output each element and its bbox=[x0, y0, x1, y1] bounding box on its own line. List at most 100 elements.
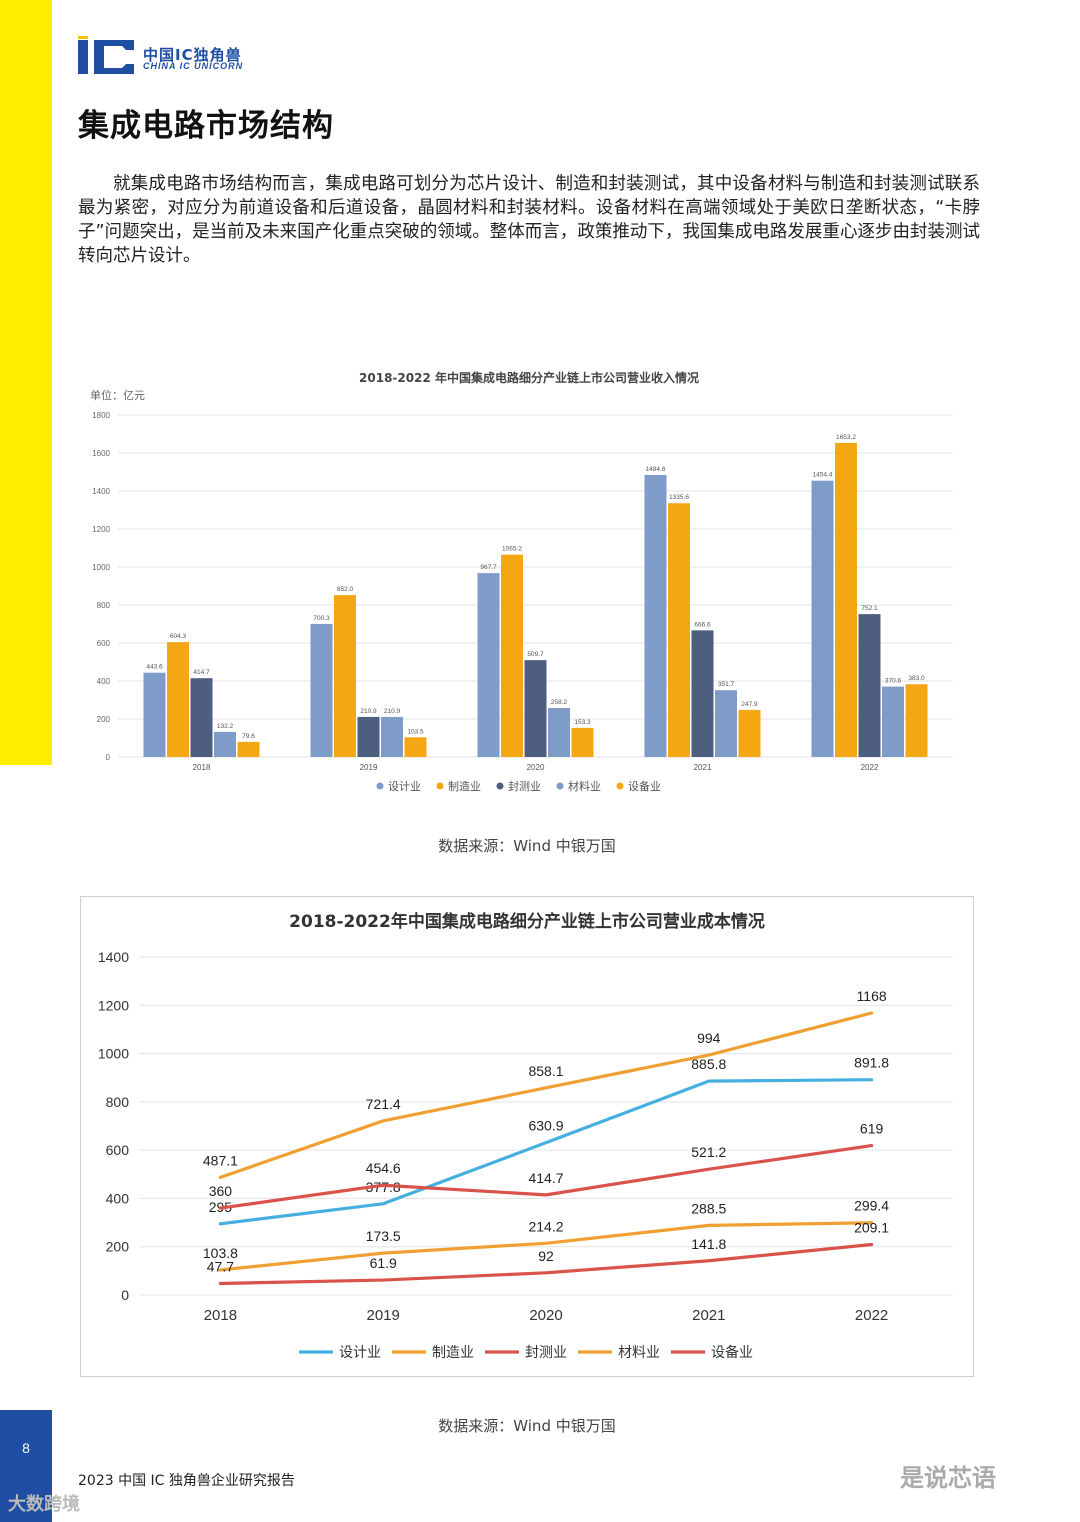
chart1-data-label: 210.9 bbox=[360, 708, 377, 715]
chart1-bar bbox=[858, 614, 881, 757]
chart1-y-tick: 1400 bbox=[92, 487, 110, 496]
chart1-data-label: 1454.4 bbox=[813, 472, 833, 479]
chart2-legend-label: 制造业 bbox=[432, 1345, 474, 1361]
chart2-y-tick: 0 bbox=[121, 1287, 129, 1303]
chart2-data-label: 92 bbox=[538, 1248, 554, 1264]
chart2-data-label: 214.2 bbox=[528, 1218, 563, 1234]
chart2-series-line bbox=[218, 1011, 874, 1180]
chart2-data-label: 521.2 bbox=[691, 1144, 726, 1160]
chart1-data-label: 132.2 bbox=[217, 723, 234, 730]
chart1-legend-label: 封测业 bbox=[508, 779, 541, 793]
chart2-data-label: 487.1 bbox=[203, 1152, 238, 1168]
chart1-bar bbox=[715, 690, 737, 757]
chart1-bar bbox=[477, 573, 500, 757]
page-title: 集成电路市场结构 bbox=[78, 108, 334, 144]
cost-line-chart-frame: 2018-2022年中国集成电路细分产业链上市公司营业成本情况 0 200 400 60… bbox=[80, 896, 974, 1377]
chart1-data-label: 383.0 bbox=[908, 675, 925, 682]
chart1-data-label: 79.6 bbox=[242, 733, 255, 740]
chart1-x-tick: 2022 bbox=[861, 763, 879, 772]
chart1-title: 2018-2022 年中国集成电路细分产业链上市公司营业收入情况 bbox=[359, 370, 699, 385]
chart2-x-tick: 2021 bbox=[692, 1307, 725, 1324]
chart1-data-label: 509.7 bbox=[527, 651, 544, 658]
chart2-data-label: 360 bbox=[209, 1183, 233, 1199]
chart1-data-label: 414.7 bbox=[193, 669, 210, 676]
chart2-x-tick: 2020 bbox=[529, 1307, 562, 1324]
chart2-data-label: 61.9 bbox=[370, 1255, 397, 1271]
chart1-legend-label: 设备业 bbox=[628, 779, 661, 793]
chart2-legend-label: 设备业 bbox=[711, 1344, 753, 1361]
chart2-data-label: 209.1 bbox=[854, 1220, 889, 1236]
chart1-bar bbox=[668, 503, 690, 757]
chart1-bar bbox=[334, 595, 356, 757]
chart1-bar bbox=[143, 672, 166, 757]
chart2-data-label: 299.4 bbox=[854, 1198, 889, 1214]
chart1-bar bbox=[691, 630, 714, 757]
chart1-data-label: 666.6 bbox=[694, 621, 711, 628]
chart1-bar bbox=[357, 716, 380, 757]
chart2-data-label: 1168 bbox=[857, 988, 887, 1004]
chart1-bar bbox=[190, 678, 213, 757]
chart1-legend-label: 材料业 bbox=[568, 779, 601, 793]
chart1-bar bbox=[381, 716, 403, 757]
chart1-y-tick: 1600 bbox=[92, 449, 110, 458]
chart1-y-tick: 600 bbox=[97, 639, 111, 648]
chart1-bar bbox=[548, 707, 570, 757]
chart1-bar bbox=[167, 642, 189, 757]
chart1-x-tick: 2020 bbox=[527, 763, 545, 772]
chart1-legend-label: 设计业 bbox=[388, 780, 421, 793]
chart1-data-label: 351.7 bbox=[718, 681, 735, 688]
chart1-bar bbox=[524, 660, 547, 757]
chart1-y-tick: 1800 bbox=[92, 411, 110, 420]
watermark-right: 是说芯语 bbox=[900, 1464, 996, 1492]
chart2-y-tick: 1400 bbox=[98, 949, 129, 965]
chart1-bar bbox=[905, 684, 928, 757]
chart1-legend-marker bbox=[556, 782, 564, 790]
chart2-legend-label: 设计业 bbox=[339, 1345, 381, 1361]
ic-logo-icon bbox=[78, 36, 134, 74]
chart2-y-tick: 800 bbox=[106, 1094, 130, 1110]
chart1-legend-marker bbox=[616, 782, 624, 790]
chart1-data-label: 103.5 bbox=[407, 728, 424, 735]
chart2-data-label: 994 bbox=[697, 1030, 721, 1046]
chart1-legend-marker bbox=[376, 782, 384, 790]
chart1-unit-label: 单位：亿元 bbox=[90, 388, 145, 402]
chart1-bar bbox=[310, 623, 333, 757]
chart1-source: 数据来源：Wind 中银万国 bbox=[438, 837, 616, 855]
chart2-y-tick: 400 bbox=[106, 1190, 130, 1206]
chart1-bar bbox=[738, 709, 761, 757]
chart2-data-label: 619 bbox=[860, 1121, 884, 1137]
chart2-data-label: 288.5 bbox=[691, 1200, 726, 1216]
chart1-bar bbox=[501, 554, 523, 757]
chart1-x-tick: 2021 bbox=[694, 763, 712, 772]
chart2-x-tick: 2019 bbox=[367, 1307, 400, 1324]
chart2-x-tick: 2022 bbox=[855, 1307, 888, 1324]
chart2-data-label: 173.5 bbox=[366, 1228, 401, 1244]
body-paragraph: 就集成电路市场结构而言，集成电路可划分为芯片设计、制造和封装测试，其中设备材料与… bbox=[78, 174, 980, 266]
chart2-data-label: 454.6 bbox=[366, 1160, 401, 1176]
chart2-title: 2018-2022年中国集成电路细分产业链上市公司营业成本情况 bbox=[289, 911, 765, 932]
chart2-y-tick: 1000 bbox=[98, 1046, 129, 1062]
chart1-legend-marker bbox=[436, 782, 444, 790]
page-number: 8 bbox=[22, 1440, 30, 1456]
chart2-data-label: 47.7 bbox=[207, 1258, 234, 1274]
chart1-y-tick: 200 bbox=[97, 715, 111, 724]
chart2-y-tick: 200 bbox=[106, 1239, 130, 1255]
chart1-data-label: 247.9 bbox=[741, 701, 758, 708]
chart1-bar bbox=[835, 442, 857, 757]
chart1-data-label: 153.3 bbox=[574, 719, 591, 726]
report-name: 2023 中国 IC 独角兽企业研究报告 bbox=[78, 1473, 295, 1489]
chart2-data-label: 721.4 bbox=[366, 1096, 401, 1112]
chart1-data-label: 1065.2 bbox=[502, 546, 522, 553]
chart2-data-label: 103.8 bbox=[203, 1245, 238, 1261]
chart2-data-label: 858.1 bbox=[528, 1063, 563, 1079]
chart1-data-label: 604.3 bbox=[170, 633, 187, 640]
chart1-bar bbox=[404, 737, 427, 757]
chart2-data-label: 141.8 bbox=[691, 1236, 726, 1252]
chart1-data-label: 1484.6 bbox=[646, 466, 666, 473]
chart2-series-line bbox=[218, 1221, 874, 1272]
chart1-x-tick: 2018 bbox=[193, 763, 211, 772]
chart2-series-line bbox=[218, 1242, 874, 1286]
chart1-data-label: 700.3 bbox=[313, 615, 330, 622]
chart1-legend-label: 制造业 bbox=[448, 779, 481, 793]
